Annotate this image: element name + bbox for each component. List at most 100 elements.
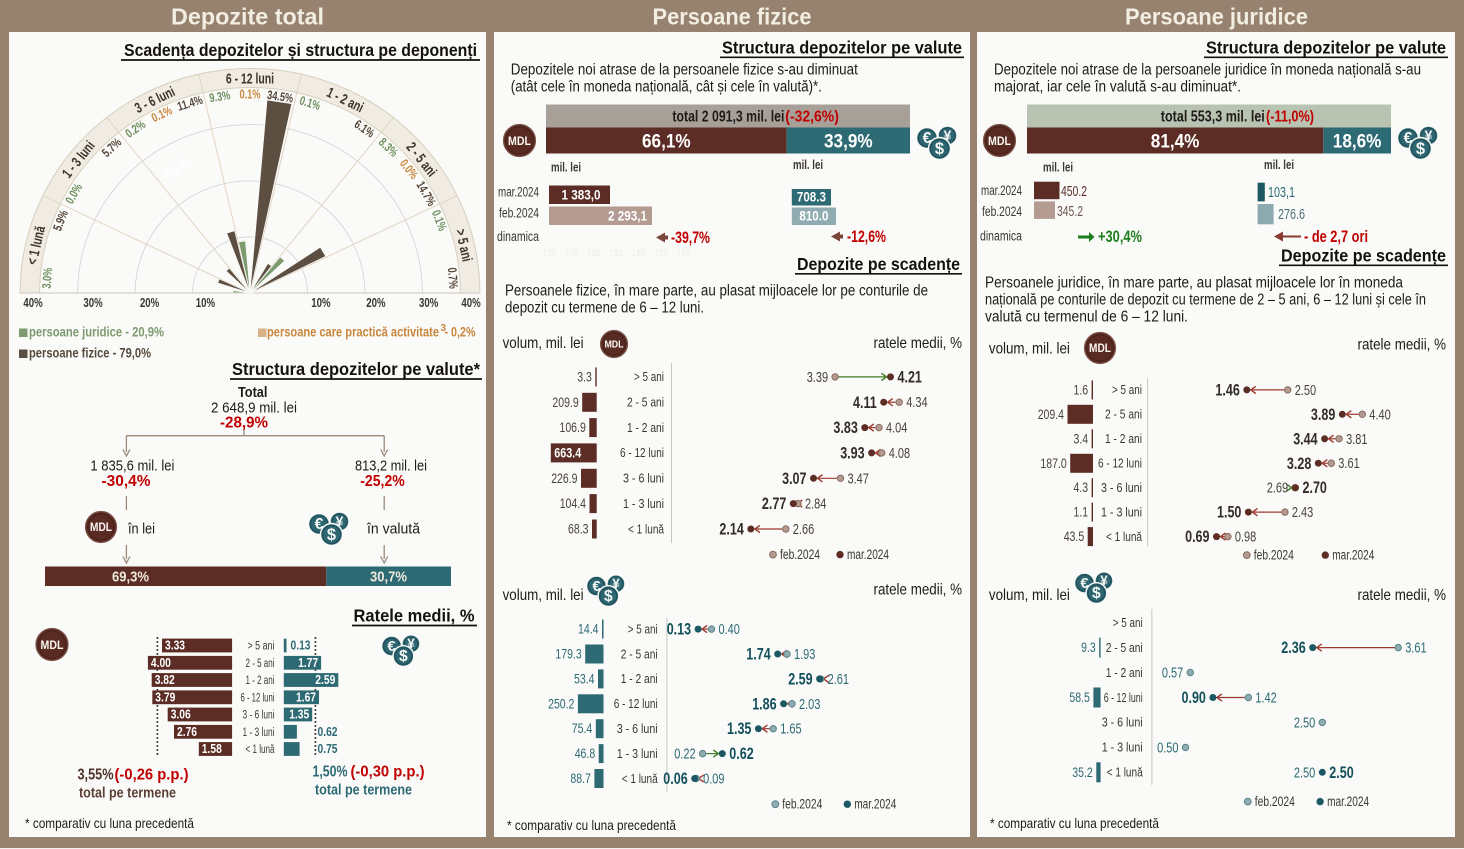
svg-text:ratele medii, %: ratele medii, % (1358, 587, 1447, 604)
svg-text:3.28: 3.28 (1287, 455, 1311, 473)
svg-text:total 2 091,3 mil. lei: total 2 091,3 mil. lei (672, 109, 784, 126)
svg-text:2.50: 2.50 (1295, 383, 1316, 399)
svg-text:345.2: 345.2 (1057, 204, 1083, 220)
svg-text:3 - 6 luni: 3 - 6 luni (1101, 481, 1142, 495)
svg-text:1 - 2 ani: 1 - 2 ani (627, 421, 664, 435)
svg-text:Persoanele juridice, în mare p: Persoanele juridice, în mare parte, au p… (985, 275, 1403, 292)
svg-text:68.3: 68.3 (568, 522, 589, 537)
svg-text:209.9: 209.9 (552, 395, 578, 410)
svg-text:1 835,6 mil. lei: 1 835,6 mil. lei (90, 458, 174, 475)
svg-text:69,3%: 69,3% (112, 569, 149, 586)
svg-text:ratele medii, %: ratele medii, % (874, 335, 963, 352)
svg-text:2 - 5 ani: 2 - 5 ani (246, 658, 275, 670)
svg-text:2.14: 2.14 (719, 521, 744, 539)
svg-text:1,50%: 1,50% (313, 764, 348, 781)
svg-text:226.9: 226.9 (551, 471, 577, 486)
svg-text:1.67: 1.67 (296, 691, 316, 705)
svg-text:0.90: 0.90 (1182, 689, 1206, 707)
svg-text:3.3: 3.3 (577, 369, 592, 384)
svg-text:1.93: 1.93 (794, 647, 815, 663)
svg-text:¥: ¥ (1100, 573, 1108, 588)
svg-text:1 950: 1 950 (655, 248, 668, 259)
svg-text:Total: Total (238, 384, 268, 401)
svg-text:3.81: 3.81 (1346, 432, 1367, 448)
svg-text:3.39: 3.39 (807, 370, 828, 386)
svg-text:708.3: 708.3 (797, 190, 826, 205)
svg-text:mil. lei: mil. lei (551, 161, 581, 175)
svg-text:$: $ (604, 588, 613, 605)
svg-text:0.62: 0.62 (729, 745, 753, 763)
svg-text:30%: 30% (419, 295, 439, 310)
svg-text:2.43: 2.43 (1292, 505, 1313, 521)
svg-text:Scadența depozitelor și struct: Scadența depozitelor și structura pe dep… (124, 40, 477, 60)
svg-text:¥: ¥ (1425, 128, 1433, 144)
svg-text:Persoanele fizice, în mare par: Persoanele fizice, în mare parte, au pla… (505, 283, 928, 300)
svg-text:81,4%: 81,4% (1151, 131, 1200, 153)
svg-text:3.79: 3.79 (155, 691, 175, 705)
svg-text:0.40: 0.40 (719, 622, 740, 638)
svg-text:20%: 20% (366, 295, 386, 310)
svg-text:1.46: 1.46 (1215, 381, 1239, 399)
svg-text:mil. lei: mil. lei (1043, 161, 1073, 175)
svg-text:1.65: 1.65 (780, 722, 801, 738)
svg-text:2.03: 2.03 (799, 697, 820, 713)
svg-text:volum, mil. lei: volum, mil. lei (989, 341, 1070, 358)
svg-text:dinamica: dinamica (980, 229, 1022, 244)
svg-text:18,6%: 18,6% (1333, 131, 1382, 153)
svg-text:1 - 3 luni: 1 - 3 luni (243, 727, 275, 739)
svg-text:3.89: 3.89 (1311, 406, 1335, 424)
svg-text:103,1: 103,1 (1268, 185, 1295, 201)
svg-text:2 648,9 mil. lei: 2 648,9 mil. lei (211, 400, 297, 417)
svg-text:6 - 12 luni: 6 - 12 luni (1098, 457, 1142, 471)
svg-text:mil. lei: mil. lei (1264, 158, 1294, 172)
svg-text:volum, mil. lei: volum, mil. lei (503, 587, 584, 604)
svg-text:> 5 ani: > 5 ani (628, 622, 658, 636)
svg-text:663.4: 663.4 (554, 445, 581, 460)
svg-text:1.50: 1.50 (1217, 504, 1241, 522)
svg-text:> 5 ani: > 5 ani (634, 370, 664, 384)
svg-text:MDL: MDL (90, 521, 112, 534)
svg-text:€: € (592, 578, 601, 595)
svg-text:mar.2024: mar.2024 (498, 185, 539, 200)
svg-text:104.4: 104.4 (560, 496, 587, 511)
svg-text:0.57: 0.57 (1162, 666, 1183, 682)
svg-text:2.76: 2.76 (177, 725, 197, 739)
svg-text:3.47: 3.47 (848, 471, 869, 487)
svg-text:6 - 12 luni: 6 - 12 luni (1104, 691, 1143, 705)
svg-text:0.69: 0.69 (1185, 528, 1209, 546)
svg-text:mar.2024: mar.2024 (854, 797, 896, 812)
svg-text:2 - 5 ani: 2 - 5 ani (1105, 408, 1142, 422)
svg-text:0.13: 0.13 (667, 621, 691, 639)
svg-text:3.93: 3.93 (840, 444, 864, 462)
svg-text:(-0,26 p.p.): (-0,26 p.p.) (115, 767, 189, 784)
svg-text:-25,2%: -25,2% (360, 473, 405, 490)
svg-text:MDL: MDL (508, 134, 531, 148)
svg-text:33,9%: 33,9% (824, 131, 873, 153)
svg-text:1.6: 1.6 (1074, 382, 1089, 397)
svg-text:€: € (315, 516, 324, 533)
svg-text:0.98: 0.98 (1235, 530, 1256, 546)
svg-text:(-32,6%): (-32,6%) (785, 109, 839, 126)
svg-text:în lei: în lei (127, 521, 155, 538)
svg-text:> 5 ani: > 5 ani (248, 641, 275, 653)
svg-text:30,7%: 30,7% (370, 569, 407, 586)
svg-text:10%: 10% (311, 295, 331, 310)
svg-text:< 1 lună: < 1 lună (628, 522, 664, 536)
svg-text:1 - 2 ani: 1 - 2 ani (1106, 666, 1143, 680)
svg-text:Depozite pe scadențe: Depozite pe scadențe (1281, 246, 1446, 266)
svg-text:1 800: 1 800 (588, 248, 601, 259)
svg-text:6 - 12 luni: 6 - 12 luni (226, 72, 274, 88)
svg-text:1 - 2 ani: 1 - 2 ani (621, 672, 658, 686)
svg-text:6 - 12 luni: 6 - 12 luni (241, 693, 275, 705)
svg-text:persoane fizice - 79,0%: persoane fizice - 79,0% (29, 346, 151, 361)
svg-text:ratele medii, %: ratele medii, % (874, 582, 963, 599)
svg-text:-30,4%: -30,4% (102, 473, 151, 490)
svg-text:¥: ¥ (612, 576, 620, 591)
svg-text:3 - 6 luni: 3 - 6 luni (617, 722, 658, 736)
svg-text:- 0,2%: - 0,2% (445, 325, 476, 340)
svg-text:209.4: 209.4 (1038, 407, 1065, 422)
svg-text:1 383,0: 1 383,0 (562, 188, 601, 203)
svg-text:10%: 10% (196, 295, 216, 310)
svg-text:1.74: 1.74 (746, 646, 771, 664)
svg-text:20%: 20% (140, 295, 160, 310)
